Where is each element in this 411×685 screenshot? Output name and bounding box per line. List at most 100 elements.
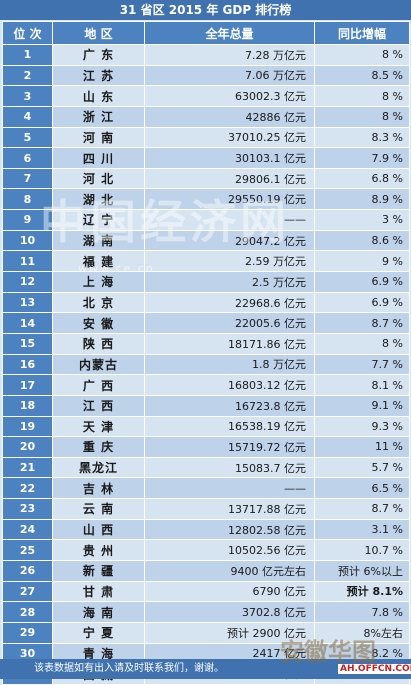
rank-cell: 21: [2, 456, 53, 479]
province-cell: 重 庆: [52, 436, 145, 458]
gdp-cell: 37010.25 亿元: [144, 126, 315, 149]
province-cell: 甘 肃: [52, 580, 145, 603]
province-cell: 河 北: [52, 167, 145, 190]
footer-note: 该表数据如有出入请及时联系我们，谢谢。: [0, 659, 411, 679]
rank-cell: 1: [2, 44, 53, 66]
gdp-cell: 18171.86 亿元: [144, 332, 315, 355]
table-row: 23 云 南 13717.88 亿元 8.7 %: [2, 498, 410, 520]
gdp-cell: 22968.6 亿元: [144, 291, 315, 314]
gdp-cell: 1.8 万亿元: [144, 353, 315, 376]
growth-cell: 8.5 %: [314, 64, 410, 87]
growth-cell: 8.1 %: [314, 374, 410, 396]
rank-cell: 15: [2, 332, 53, 355]
rank-cell: 13: [2, 291, 53, 314]
gdp-cell: 22005.6 亿元: [144, 312, 315, 334]
table-row: 14 安 徽 22005.6 亿元 8.7 %: [2, 312, 410, 334]
gdp-cell: ——: [144, 477, 315, 500]
table-row: 10 湖 南 29047.2 亿元 8.6 %: [2, 229, 410, 252]
gdp-cell: 7.28 万亿元: [144, 44, 315, 66]
growth-cell: 3.1 %: [314, 518, 410, 541]
growth-cell: 8.6 %: [314, 229, 410, 252]
province-cell: 湖 北: [52, 188, 145, 211]
rank-cell: 14: [2, 312, 53, 334]
province-cell: 云 南: [52, 498, 145, 520]
province-cell: 山 西: [52, 518, 145, 541]
province-cell: 黑龙江: [52, 456, 145, 479]
rank-cell: 3: [2, 85, 53, 107]
gdp-cell: 13717.88 亿元: [144, 498, 315, 520]
gdp-cell: 16803.12 亿元: [144, 374, 315, 396]
province-cell: 河 南: [52, 126, 145, 149]
rank-cell: 25: [2, 539, 53, 562]
rank-cell: 10: [2, 229, 53, 252]
province-cell: 广 西: [52, 374, 145, 396]
table-row: 15 陕 西 18171.86 亿元 8 %: [2, 332, 410, 355]
gdp-cell: 15083.7 亿元: [144, 456, 315, 479]
table-row: 28 海 南 3702.8 亿元 7.8 %: [2, 601, 410, 623]
rank-cell: 23: [2, 498, 53, 520]
rank-cell: 8: [2, 188, 53, 211]
gdp-cell: 10502.56 亿元: [144, 539, 315, 562]
growth-cell: 8%左右: [314, 621, 410, 644]
rank-cell: 6: [2, 147, 53, 169]
gdp-cell: ——: [144, 209, 315, 231]
growth-cell: 7.8 %: [314, 601, 410, 623]
rank-cell: 17: [2, 374, 53, 396]
rank-cell: 30: [2, 642, 53, 665]
table-row: 18 江 西 16723.8 亿元 9.1 %: [2, 394, 410, 417]
growth-cell: 9.1 %: [314, 394, 410, 417]
province-cell: 新 疆: [52, 560, 145, 582]
growth-cell: 7.9 %: [314, 147, 410, 169]
table-row: 29 宁 夏预计 2900 亿元 8%左右: [2, 621, 410, 644]
rank-cell: 5: [2, 126, 53, 149]
gdp-cell: 63002.3 亿元: [144, 85, 315, 107]
province-cell: 内蒙古: [52, 353, 145, 376]
province-cell: 贵 州: [52, 539, 145, 562]
table-row: 17 广 西 16803.12 亿元 8.1 %: [2, 374, 410, 396]
rank-cell: 18: [2, 394, 53, 417]
growth-cell: 8.3 %: [314, 126, 410, 149]
table-row: 26 新 疆 9400 亿元左右 预计 6%以上: [2, 560, 410, 582]
gdp-cell: 29047.2 亿元: [144, 229, 315, 252]
table-row: 16 内蒙古 1.8 万亿元 7.7 %: [2, 353, 410, 376]
rank-cell: 22: [2, 477, 53, 500]
growth-cell: 8 %: [314, 105, 410, 128]
growth-cell: 6.8 %: [314, 167, 410, 190]
table-row: 20 重 庆 15719.72 亿元 11 %: [2, 436, 410, 458]
growth-cell: 6.5 %: [314, 477, 410, 500]
header-gdp: 全年总量: [144, 21, 315, 45]
table-row: 13 北 京 22968.6 亿元 6.9 %: [2, 291, 410, 314]
gdp-cell: 2.59 万亿元: [144, 250, 315, 273]
growth-cell: 6.9 %: [314, 291, 410, 314]
table-row: 22 吉 林 —— 6.5 %: [2, 477, 410, 500]
rank-cell: 16: [2, 353, 53, 376]
gdp-cell: 9400 亿元左右: [144, 560, 315, 582]
gdp-cell: 15719.72 亿元: [144, 436, 315, 458]
growth-cell: 8.7 %: [314, 498, 410, 520]
growth-cell: 预计 6%以上: [314, 560, 410, 582]
gdp-cell: 16723.8 亿元: [144, 394, 315, 417]
gdp-cell: 12802.58 亿元: [144, 518, 315, 541]
province-cell: 广 东: [52, 44, 145, 66]
growth-cell: 3 %: [314, 209, 410, 231]
rank-cell: 26: [2, 560, 53, 582]
province-cell: 海 南: [52, 601, 145, 623]
growth-cell: 8 %: [314, 85, 410, 107]
gdp-cell: 7.06 万亿元: [144, 64, 315, 87]
header-rank: 位 次: [2, 21, 53, 45]
rank-cell: 11: [2, 250, 53, 273]
province-cell: 山 东: [52, 85, 145, 107]
province-cell: 江 苏: [52, 64, 145, 87]
province-cell: 青 海: [52, 642, 145, 665]
gdp-cell: 预计 2900 亿元: [144, 621, 315, 644]
gdp-cell: 3702.8 亿元: [144, 601, 315, 623]
growth-cell: 8 %: [314, 332, 410, 355]
growth-cell: 8.9 %: [314, 188, 410, 211]
gdp-cell: 16538.19 亿元: [144, 415, 315, 438]
province-cell: 陕 西: [52, 332, 145, 355]
